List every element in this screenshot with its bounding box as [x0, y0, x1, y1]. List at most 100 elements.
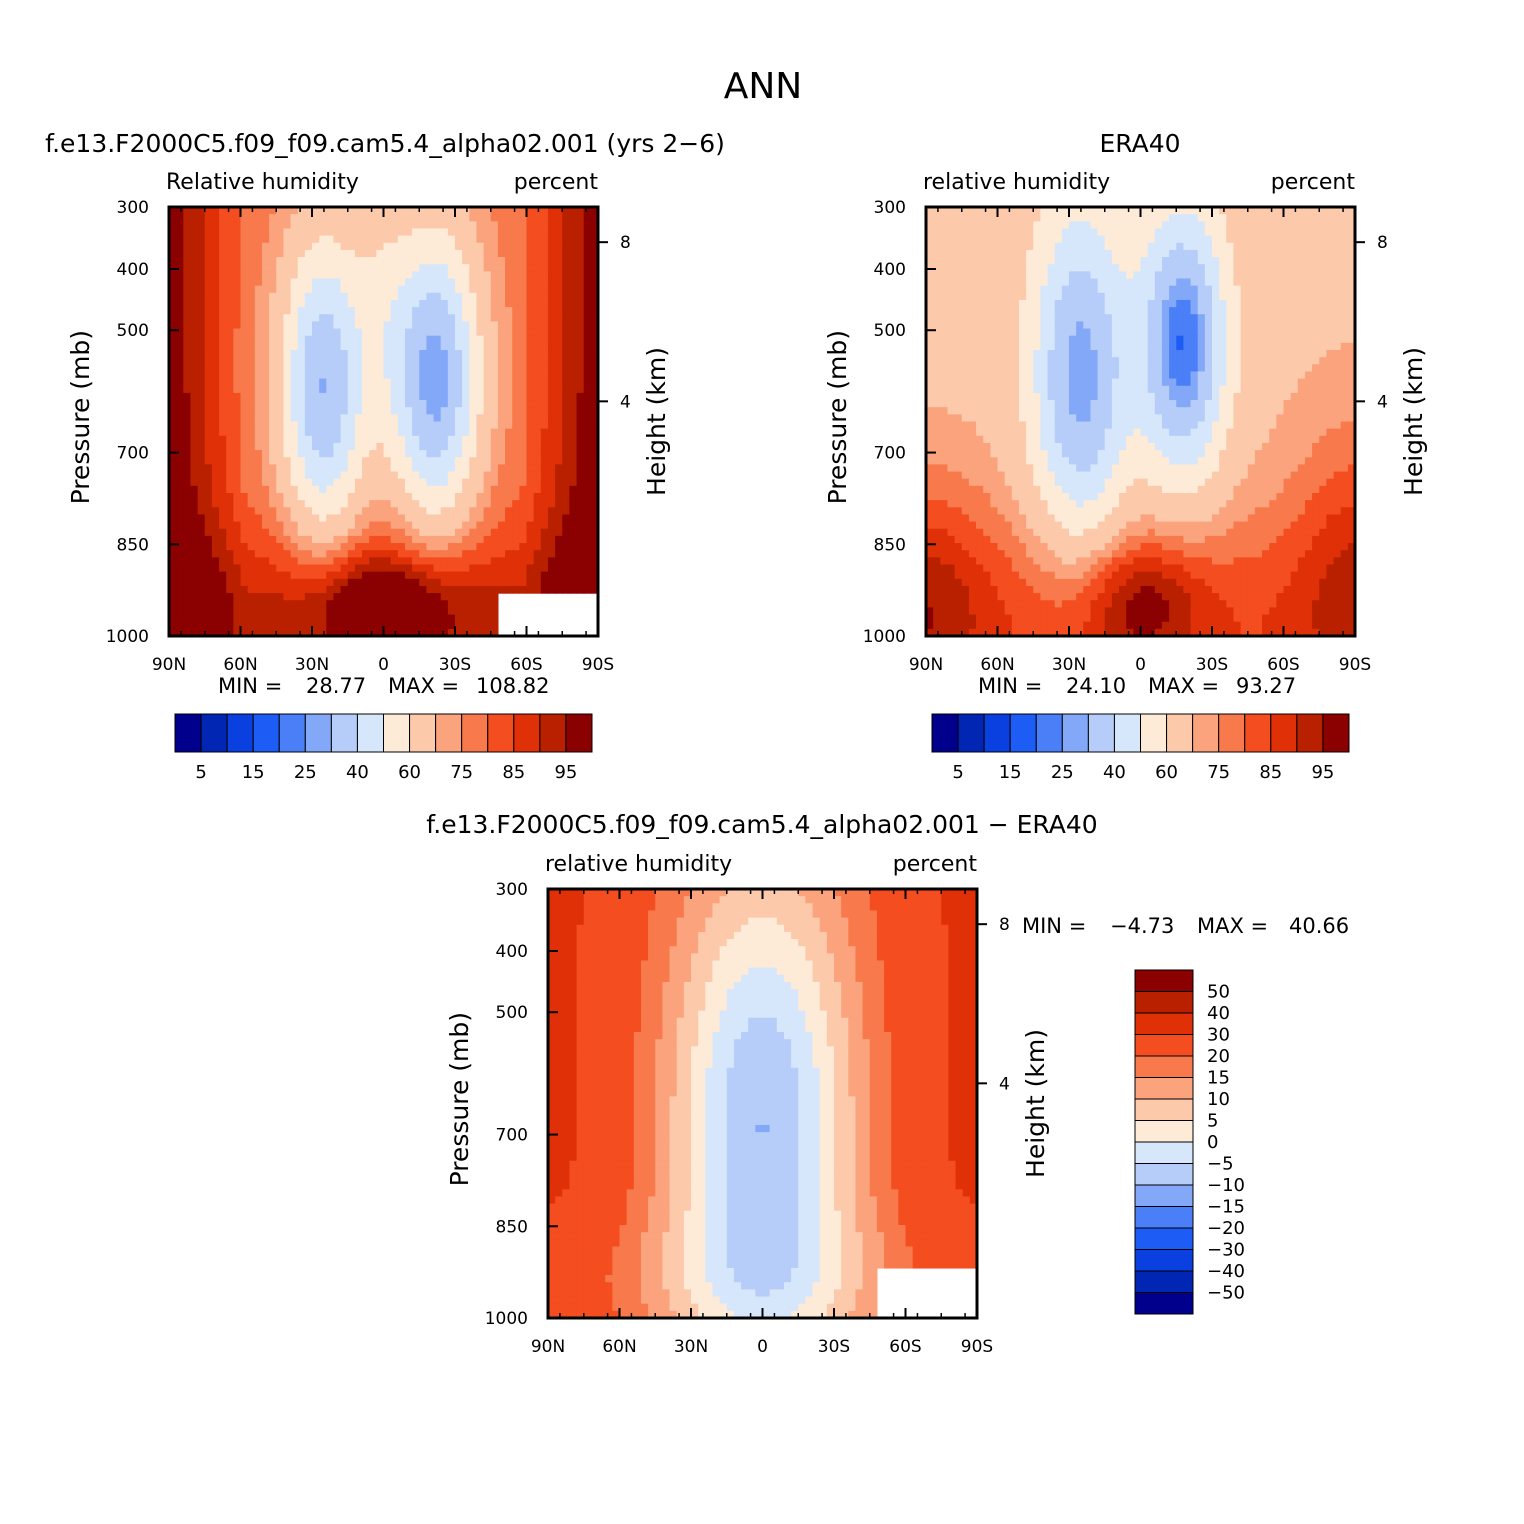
field-cell [1304, 278, 1313, 287]
field-cell [340, 407, 349, 415]
field-cell [240, 321, 249, 330]
field-cell [933, 314, 941, 322]
field-cell [247, 378, 256, 387]
field-cell [1069, 278, 1077, 287]
field-cell [376, 371, 385, 380]
field-cell [583, 543, 592, 551]
field-cell [297, 207, 306, 215]
field-cell [519, 242, 528, 251]
field-cell [540, 385, 549, 394]
field-cell [1183, 328, 1192, 337]
field-cell [426, 242, 435, 251]
field-cell [219, 392, 227, 401]
field-cell [390, 550, 399, 558]
field-cell [176, 321, 184, 330]
field-cell [283, 457, 292, 465]
field-cell [183, 242, 192, 251]
field-cell [1018, 221, 1027, 230]
field-cell [505, 292, 513, 301]
field-cell [490, 364, 499, 373]
field-cell [455, 442, 463, 451]
field-cell [483, 585, 492, 594]
field-cell [433, 364, 442, 373]
field-cell [1047, 207, 1056, 215]
field-cell [226, 414, 234, 423]
field-cell [254, 378, 263, 387]
field-cell [440, 585, 449, 594]
field-cell [1040, 249, 1049, 258]
field-cell [447, 207, 456, 215]
field-cell [362, 299, 370, 308]
field-cell [983, 278, 991, 287]
field-cell [519, 435, 528, 444]
field-cell [333, 585, 342, 594]
field-cell [276, 350, 284, 358]
field-cell [404, 299, 413, 308]
field-cell [990, 314, 999, 322]
field-cell [390, 364, 399, 373]
field-cell [519, 493, 528, 501]
field-cell [1161, 335, 1170, 344]
field-cell [1233, 264, 1242, 272]
field-cell [1126, 207, 1134, 215]
field-cell [347, 264, 356, 272]
field-cell [426, 607, 435, 616]
field-cell [997, 235, 1006, 244]
field-cell [412, 557, 420, 566]
field-cell [347, 257, 356, 265]
field-cell [1176, 249, 1184, 258]
field-cell [297, 299, 306, 308]
field-cell [976, 364, 984, 373]
field-cell [404, 442, 413, 451]
field-cell [555, 500, 563, 508]
field-cell [219, 478, 227, 487]
field-cell [526, 478, 535, 487]
field-cell [1147, 335, 1156, 344]
field-cell [526, 307, 535, 315]
field-cell [347, 235, 356, 244]
field-cell [1126, 364, 1134, 373]
field-cell [183, 471, 192, 480]
field-cell [540, 442, 549, 451]
field-cell [976, 257, 984, 265]
field-cell [455, 249, 463, 258]
field-cell [412, 292, 420, 301]
field-cell [1347, 214, 1356, 222]
field-cell [219, 571, 227, 580]
field-cell [233, 271, 242, 280]
field-cell [1340, 307, 1349, 315]
field-cell [397, 414, 406, 423]
field-cell [283, 328, 292, 337]
field-cell [319, 471, 327, 480]
field-cell [533, 321, 542, 330]
field-cell [1040, 242, 1049, 251]
field-cell [290, 514, 299, 523]
field-cell [990, 271, 999, 280]
field-cell [269, 214, 277, 222]
field-cell [412, 407, 420, 415]
field-cell [1326, 264, 1335, 272]
field-cell [183, 571, 192, 580]
field-cell [290, 507, 299, 516]
field-cell [440, 507, 449, 516]
field-cell [447, 543, 456, 551]
field-cell [319, 550, 327, 558]
field-cell [497, 571, 506, 580]
field-cell [390, 593, 399, 601]
field-cell [304, 421, 313, 430]
field-cell [926, 242, 934, 251]
field-cell [390, 371, 399, 380]
field-cell [976, 221, 984, 230]
field-cell [197, 371, 206, 380]
field-cell [247, 442, 256, 451]
field-cell [1312, 214, 1320, 222]
field-cell [1247, 242, 1256, 251]
field-cell [512, 307, 520, 315]
field-cell [447, 628, 456, 637]
field-cell [583, 292, 592, 301]
field-cell [1297, 228, 1306, 237]
field-cell [204, 450, 213, 458]
field-cell [412, 207, 420, 215]
field-cell [1161, 292, 1170, 301]
field-cell [483, 207, 492, 215]
